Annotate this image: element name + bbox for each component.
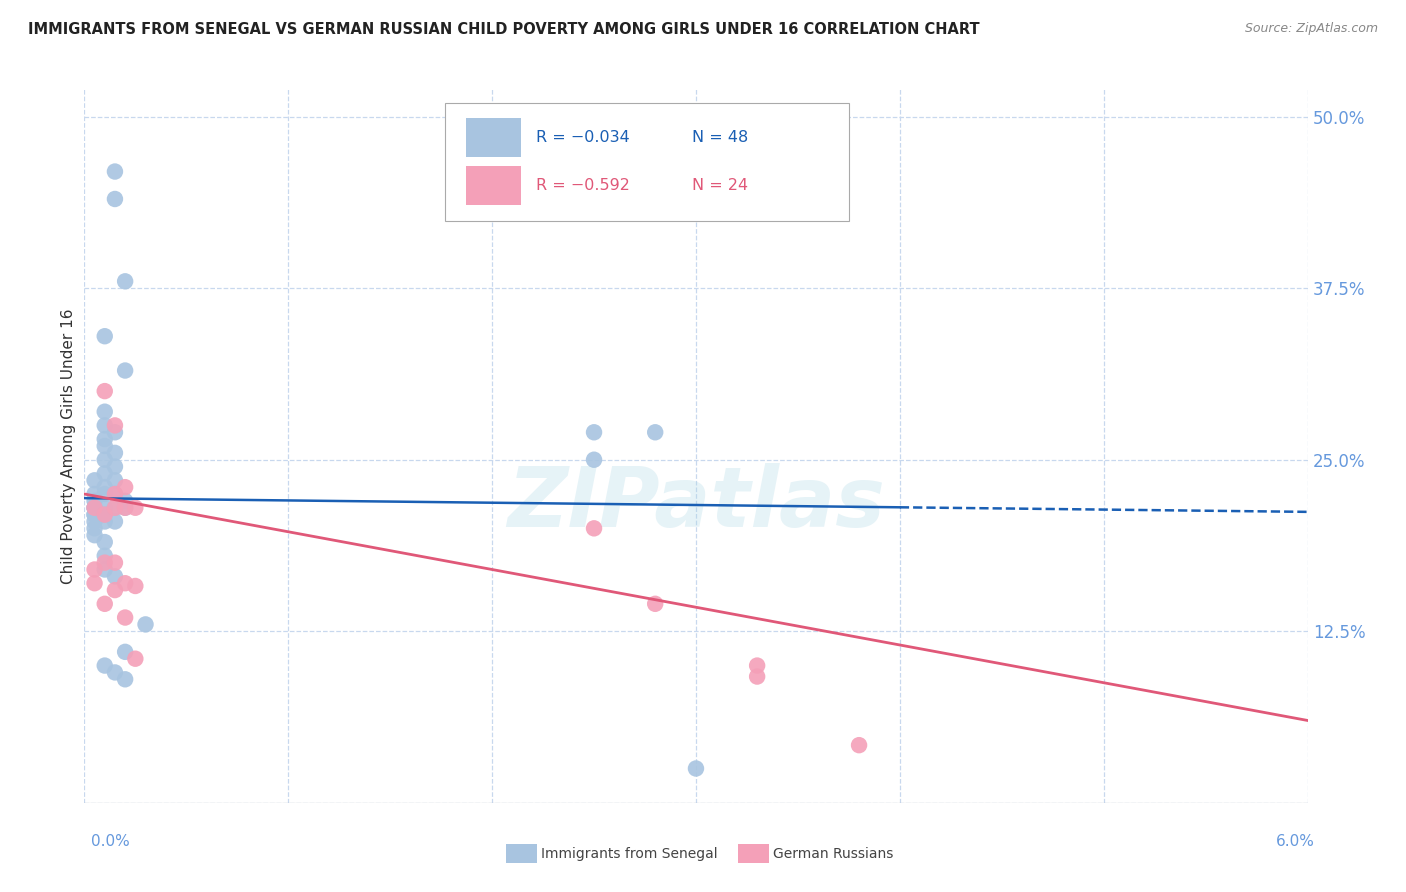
Point [93, 432, 117, 446]
Point [104, 500, 127, 515]
Point [83, 487, 105, 501]
Point [93, 556, 117, 570]
Point [93, 500, 117, 515]
Point [104, 487, 127, 501]
Point [124, 651, 146, 665]
Point [583, 452, 606, 467]
Text: N = 48: N = 48 [692, 130, 748, 145]
Point [83, 500, 105, 515]
Text: R = −0.034: R = −0.034 [536, 130, 630, 145]
Point [124, 579, 146, 593]
Point [104, 556, 127, 570]
Point [93, 439, 117, 453]
Point [114, 576, 136, 591]
Text: N = 24: N = 24 [692, 178, 748, 193]
Point [747, 669, 769, 683]
Point [93, 487, 117, 501]
Point [114, 610, 136, 624]
Text: IMMIGRANTS FROM SENEGAL VS GERMAN RUSSIAN CHILD POVERTY AMONG GIRLS UNDER 16 COR: IMMIGRANTS FROM SENEGAL VS GERMAN RUSSIA… [28, 22, 980, 37]
Point [93, 562, 117, 576]
Point [93, 597, 117, 611]
Point [114, 274, 136, 288]
Point [114, 673, 136, 687]
Point [104, 473, 127, 487]
Point [104, 192, 127, 206]
Text: ZIPatlas: ZIPatlas [508, 463, 884, 543]
Point [114, 494, 136, 508]
Point [104, 500, 127, 515]
Point [93, 549, 117, 563]
Text: R = −0.592: R = −0.592 [536, 178, 630, 193]
Point [114, 500, 136, 515]
Point [104, 425, 127, 440]
Point [83, 500, 105, 515]
Point [93, 658, 117, 673]
Point [104, 583, 127, 598]
Text: 0.0%: 0.0% [91, 834, 131, 849]
Point [104, 487, 127, 501]
Point [93, 515, 117, 529]
Point [83, 508, 105, 522]
Point [93, 467, 117, 481]
Point [93, 535, 117, 549]
Point [114, 480, 136, 494]
Point [93, 508, 117, 522]
Point [104, 418, 127, 433]
Point [124, 500, 146, 515]
Point [644, 597, 666, 611]
Point [93, 508, 117, 522]
Text: German Russians: German Russians [773, 847, 894, 861]
FancyBboxPatch shape [465, 166, 522, 205]
Point [104, 446, 127, 460]
Text: 6.0%: 6.0% [1275, 834, 1315, 849]
Point [83, 562, 105, 576]
Point [114, 363, 136, 377]
Point [83, 473, 105, 487]
Point [747, 658, 769, 673]
Point [83, 515, 105, 529]
Point [93, 452, 117, 467]
Point [93, 329, 117, 343]
Point [104, 515, 127, 529]
Point [135, 617, 157, 632]
Point [583, 521, 606, 535]
Point [104, 459, 127, 474]
Point [848, 738, 870, 752]
Point [104, 665, 127, 680]
Point [104, 569, 127, 583]
FancyBboxPatch shape [446, 103, 849, 221]
Y-axis label: Child Poverty Among Girls Under 16: Child Poverty Among Girls Under 16 [60, 309, 76, 583]
Text: Source: ZipAtlas.com: Source: ZipAtlas.com [1244, 22, 1378, 36]
Point [93, 418, 117, 433]
Point [83, 508, 105, 522]
Point [104, 164, 127, 178]
FancyBboxPatch shape [465, 118, 522, 157]
Point [583, 425, 606, 440]
Point [93, 384, 117, 398]
Point [93, 480, 117, 494]
Point [644, 425, 666, 440]
Point [83, 576, 105, 591]
Point [114, 645, 136, 659]
Point [685, 762, 707, 776]
Point [114, 500, 136, 515]
Point [93, 405, 117, 419]
Point [83, 528, 105, 542]
Point [83, 500, 105, 515]
Point [83, 494, 105, 508]
Text: Immigrants from Senegal: Immigrants from Senegal [541, 847, 718, 861]
Point [83, 521, 105, 535]
